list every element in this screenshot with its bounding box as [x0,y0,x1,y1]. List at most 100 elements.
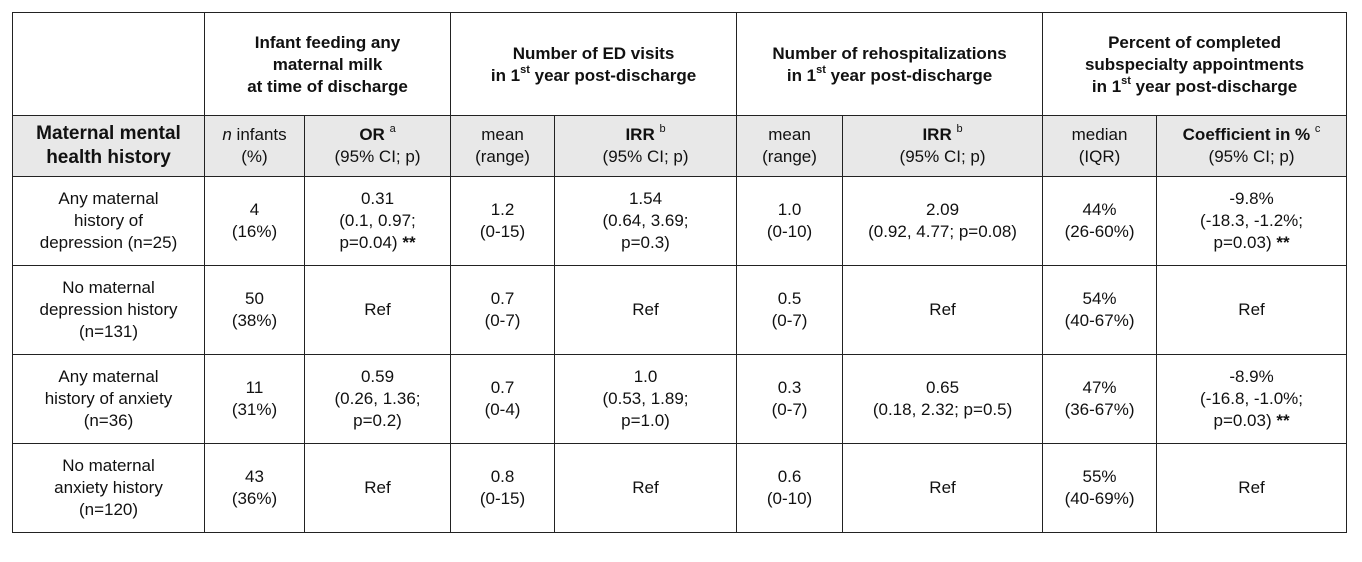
cell-line: (0-10) [766,489,813,508]
cell-line: (0.26, 1.36; [334,389,421,408]
header-line: (95% CI; p) [899,147,986,166]
cell-line: Ref [929,300,956,319]
table-row: Any maternal history of depression (n=25) 4… [12,176,1348,266]
header-line: infants [231,125,287,144]
cell-line: (n=131) [78,322,139,341]
table-row: Any maternal history of anxiety (n=36) 11 (3… [12,354,1348,444]
cell-line: (0.18, 2.32; p=0.5) [872,400,1013,419]
header-line: (95% CI; p) [602,147,689,166]
cell-line: 43 [245,467,264,486]
ed-mean-cell: 0.7 (0-7) [450,265,556,355]
row-label-cell: No maternal anxiety history (n=120) [12,443,205,533]
header-line: year post-discharge [529,66,697,85]
header-line: Number of rehospitalizations [772,44,1007,63]
cell-line: (0-10) [766,222,813,241]
cell-line: (31%) [231,400,278,419]
cell-line: 0.31 [360,189,395,208]
cell-line: (16%) [231,222,278,241]
superscript: b [956,123,963,136]
cell-line: (36%) [231,489,278,508]
header-line: Number of ED visits [512,44,675,63]
superscript: b [659,123,666,136]
header-line: in 1 [490,66,521,85]
rh-irr-cell: 2.09 (0.92, 4.77; p=0.08) [842,176,1044,266]
significance-marker: ** [1276,411,1290,430]
cell-line: p=0.2) [353,411,402,430]
rh-mean-cell: 1.0 (0-10) [736,176,844,266]
cell-line: No maternal [62,456,155,475]
header-line: year post-discharge [825,66,993,85]
header-infant-feeding: Infant feeding any maternal milk at time… [203,12,452,116]
ed-irr-header: IRR b (95% CI; p) [554,115,738,177]
cell-line: -9.8% [1229,189,1274,208]
cell-line: 44% [1082,200,1117,219]
or-header: OR a (95% CI; p) [303,115,452,177]
significance-marker: ** [1276,233,1290,252]
header-line: median [1071,125,1128,144]
results-table: Infant feeding any maternal milk at time… [12,12,1348,533]
cell-line: No maternal [62,278,155,297]
cell-line: 54% [1082,289,1117,308]
header-line: year post-discharge [1130,77,1298,96]
cell-line: 1.0 [777,200,802,219]
cell-line: (n=120) [78,500,139,519]
cell-line: (0.92, 4.77; p=0.08) [868,222,1017,241]
cell-line: (0-7) [484,311,521,330]
header-line: in 1 [1091,77,1122,96]
row-label-cell: Any maternal history of anxiety (n=36) [12,354,205,444]
cell-line: (0.1, 0.97; [339,211,416,230]
superscript: st [816,64,826,77]
cell-line: 0.5 [777,289,802,308]
cell-line: 50 [245,289,264,308]
cell-line: Ref [632,300,659,319]
significance-marker: ** [402,233,416,252]
cell-line: (-16.8, -1.0%; [1200,389,1304,408]
cell-line: (26-60%) [1064,222,1135,241]
median-cell: 47% (36-67%) [1042,354,1158,444]
header-line: Coefficient in % [1182,125,1311,144]
header-line: health history [46,147,171,168]
cell-line: Any maternal [58,367,159,386]
median-header: median (IQR) [1042,115,1158,177]
cell-line: (0.64, 3.69; [602,211,689,230]
coefficient-cell: -9.8% (-18.3, -1.2%; p=0.03) ** [1156,176,1348,266]
cell-line: (0-4) [484,400,521,419]
coefficient-header: Coefficient in % c (95% CI; p) [1156,115,1348,177]
cell-line: p=0.3) [621,233,670,252]
superscript: c [1314,123,1321,136]
cell-line: (-18.3, -1.2%; [1200,211,1304,230]
cell-line: 0.7 [490,289,515,308]
table-body: Any maternal history of depression (n=25) 4… [12,176,1348,533]
header-line: at time of discharge [247,77,408,96]
header-line: subspecialty appointments [1084,55,1305,74]
ed-irr-cell: 1.54 (0.64, 3.69; p=0.3) [554,176,738,266]
cell-line: (n=36) [83,411,134,430]
ed-irr-cell: Ref [554,443,738,533]
cell-line: 1.0 [633,367,658,386]
cell-line: (0-15) [479,489,526,508]
cell-line: Ref [364,478,391,497]
ed-mean-cell: 0.7 (0-4) [450,354,556,444]
cell-line: Ref [364,300,391,319]
group-header-row: Infant feeding any maternal milk at time… [12,12,1348,116]
cell-line: 0.8 [490,467,515,486]
cell-line: (38%) [231,311,278,330]
coefficient-cell: Ref [1156,443,1348,533]
cell-line: p=0.03) [1213,411,1272,430]
ed-irr-cell: 1.0 (0.53, 1.89; p=1.0) [554,354,738,444]
header-line: Infant feeding any [254,33,401,52]
cell-line: (0-15) [479,222,526,241]
n-infants-header: n infants (%) [204,115,305,177]
cell-line: 2.09 [925,200,960,219]
header-line: (95% CI; p) [334,147,421,166]
header-line: Maternal mental [36,123,181,144]
sub-header-row: Maternal mental health history n infants… [12,115,1348,177]
row-label-cell: No maternal depression history (n=131) [12,265,205,355]
rh-mean-cell: 0.6 (0-10) [736,443,844,533]
median-cell: 54% (40-67%) [1042,265,1158,355]
header-line: (IQR) [1078,147,1121,166]
rh-mean-header: mean (range) [736,115,844,177]
header-ed-visits: Number of ED visits in 1st year post-dis… [450,12,738,116]
rh-irr-cell: Ref [842,443,1044,533]
header-line: maternal milk [272,55,383,74]
